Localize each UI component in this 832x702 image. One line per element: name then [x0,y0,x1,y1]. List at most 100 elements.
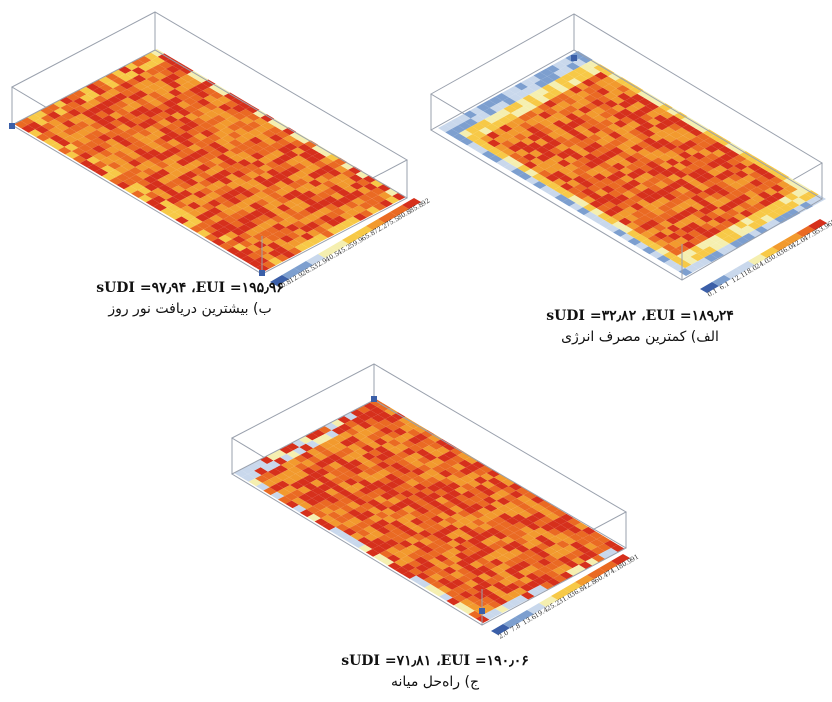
heatmap-cell [571,160,585,168]
heatmap-cell [314,168,328,176]
heatmap-cell [469,560,484,569]
heatmap-cell [182,89,197,98]
heatmap-cell [248,128,262,137]
heatmap-cell [578,55,593,64]
heatmap-cell [357,536,372,545]
heatmap-cell [764,187,778,196]
heatmap-cell [543,99,558,108]
heatmap-cell [656,196,671,205]
heatmap-cell [297,486,312,494]
heatmap-cell [453,536,467,545]
heatmap-cell [139,136,154,145]
heatmap-cell [665,158,680,167]
heatmap-cell [405,536,420,545]
heatmap-cell [297,136,311,144]
heatmap-cell [238,166,253,175]
heatmap-cell [189,94,204,102]
heatmap-cell [603,201,617,209]
heatmap-cell [339,212,354,220]
heatmap-cell [147,83,162,92]
heatmap-cell [362,517,377,526]
heatmap-cell [488,485,503,493]
panel-jim-floor-grid [234,399,625,623]
heatmap-cell [78,144,93,152]
heatmap-cell [249,144,264,153]
legend-swatch [354,226,373,237]
heatmap-cell [464,579,479,588]
heatmap-cell [706,219,721,228]
heatmap-cell [249,136,263,145]
heatmap-cell [503,559,518,568]
heatmap-cell [528,538,543,547]
heatmap-cell [631,152,645,160]
heatmap-cell [73,97,88,106]
heatmap-cell [357,471,371,480]
heatmap-cell [525,515,540,523]
heatmap-cell [245,163,259,172]
heatmap-cell [538,566,553,574]
heatmap-cell [237,159,252,167]
legend-swatch [503,617,522,628]
heatmap-cell [268,126,283,135]
heatmap-cell [662,185,676,194]
heatmap-cell [482,554,497,562]
heatmap-cell [314,233,328,242]
heatmap-cell [583,94,598,103]
heatmap-cell [606,115,621,124]
heatmap-cell [513,587,528,595]
heatmap-cell [231,227,246,236]
heatmap-cell [707,168,722,177]
heatmap-cell [579,63,594,72]
heatmap-cell [454,486,469,495]
heatmap-cell [179,189,193,198]
heatmap-cell [151,122,166,130]
heatmap-cell [392,420,407,428]
heatmap-cell [342,462,357,471]
heatmap-cell [443,508,458,517]
heatmap-cell [196,221,211,230]
heatmap-cell [247,252,262,260]
heatmap-cell [527,134,541,142]
heatmap-cell [536,95,550,104]
heatmap-cell [569,533,583,542]
heatmap-cell [298,151,313,160]
heatmap-cell [275,188,289,197]
heatmap-cell [131,132,146,141]
heatmap-cell [588,133,602,142]
heatmap-cell [435,562,450,570]
heatmap-cell [628,128,642,137]
heatmap-cell [83,133,98,141]
heatmap-cell [314,452,328,461]
heatmap-cell [494,481,509,490]
heatmap-cell [608,131,622,140]
heatmap-cell [429,565,443,574]
heatmap-cell [708,234,723,243]
heatmap-cell [624,214,639,222]
heatmap-cell [363,467,378,476]
legend-swatch [563,582,582,593]
heatmap-cell [200,195,215,203]
heatmap-cell [328,176,343,185]
heatmap-cell [567,518,582,526]
heatmap-cell [677,260,692,269]
heatmap-cell [498,116,512,125]
heatmap-cell [765,203,780,212]
heatmap-cell [705,152,720,161]
heatmap-cell [335,523,350,532]
heatmap-cell [603,150,618,159]
heatmap-cell [348,451,362,460]
heatmap-cell [313,510,328,519]
heatmap-cell [294,243,309,252]
heatmap-cell [543,158,558,167]
heatmap-cell [580,71,595,79]
heatmap-cell [49,126,63,135]
heatmap-cell [497,562,511,571]
heatmap-cell [503,163,518,172]
heatmap-cell [565,113,580,121]
heatmap-cell [519,576,533,584]
heatmap-cell [531,173,546,182]
heatmap-cell [510,556,524,564]
heatmap-cell [300,451,315,460]
heatmap-cell [556,92,570,101]
heatmap-cell [410,459,425,468]
